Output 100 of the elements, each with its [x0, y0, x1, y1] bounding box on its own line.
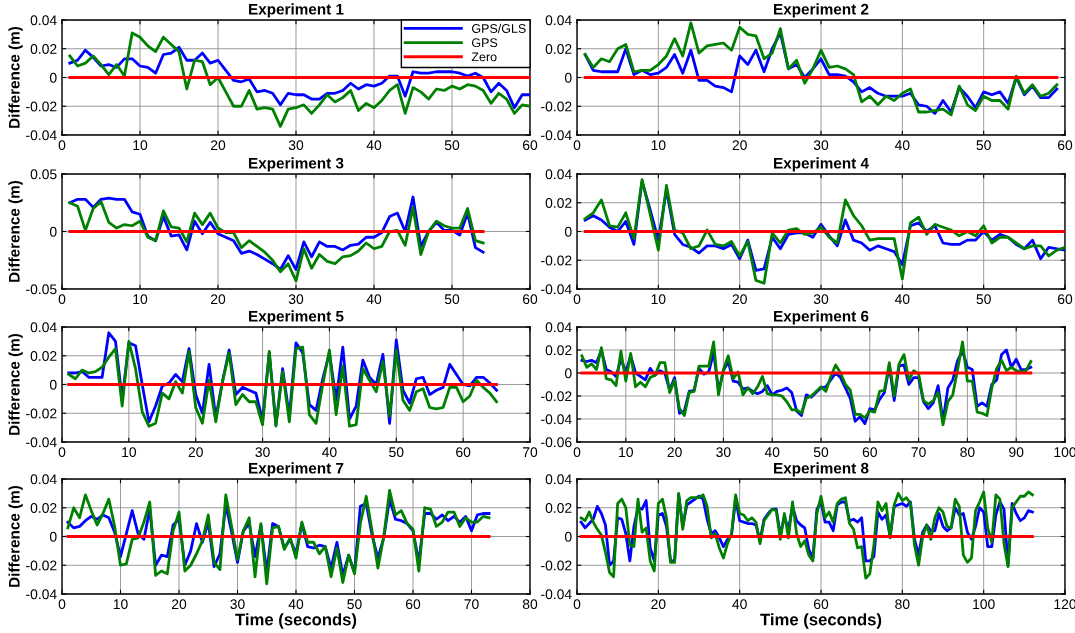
y-tick-label: -0.02 [26, 101, 57, 112]
y-tick-label: 0.04 [30, 15, 57, 26]
y-tick-label: -0.02 [26, 560, 57, 571]
x-tick-label: 90 [1009, 447, 1024, 458]
x-tick-label: 40 [366, 140, 382, 151]
y-tick-label: -0.02 [541, 101, 572, 112]
x-tick-label: 30 [255, 447, 270, 458]
x-tick-label: 0 [573, 294, 581, 305]
x-tick-label: 50 [976, 140, 991, 151]
x-tick-label: 20 [667, 447, 682, 458]
y-tick-label: 0.02 [545, 198, 572, 208]
y-tick-label: 0.02 [545, 503, 572, 513]
y-tick-label: 0 [564, 226, 572, 237]
y-tick-label: -0.04 [541, 284, 572, 295]
x-axis-title: Time (seconds) [235, 613, 357, 629]
y-tick-label: 0 [564, 72, 572, 83]
x-tick-label: 60 [862, 447, 877, 458]
y-tick-label: 0.02 [545, 345, 572, 356]
x-tick-label: 40 [894, 294, 910, 305]
x-tick-label: 40 [288, 599, 304, 610]
legend-label: Zero [471, 52, 497, 62]
x-tick-label: 60 [1057, 294, 1073, 305]
y-tick-label: 0.04 [545, 322, 572, 333]
x-tick-label: 30 [716, 447, 731, 458]
chart-title: Experiment 8 [774, 462, 869, 477]
x-tick-label: 80 [895, 599, 910, 610]
x-tick-label: 60 [813, 599, 829, 610]
y-tick-label: 0.04 [545, 15, 572, 26]
y-tick-label: -0.06 [541, 437, 572, 448]
y-tick-label: 0.02 [30, 503, 57, 513]
x-tick-label: 20 [210, 294, 226, 305]
y-tick-label: 0.05 [30, 169, 57, 180]
y-tick-label: -0.02 [541, 391, 572, 402]
x-tick-label: 10 [619, 447, 633, 458]
x-tick-label: 40 [732, 599, 747, 610]
x-tick-label: 10 [122, 447, 137, 458]
x-tick-label: 70 [464, 599, 479, 610]
y-axis-title: Difference (m) [8, 485, 23, 587]
x-tick-label: 40 [322, 447, 337, 458]
x-tick-label: 70 [522, 447, 538, 458]
y-tick-label: -0.02 [541, 255, 572, 266]
y-tick-label: 0.02 [30, 351, 57, 361]
x-tick-label: 30 [813, 140, 829, 151]
chart-title: Experiment 2 [774, 3, 869, 18]
x-tick-label: 0 [573, 599, 581, 610]
x-tick-label: 0 [58, 599, 66, 610]
x-axis-title: Time (seconds) [760, 613, 882, 629]
x-tick-label: 80 [522, 599, 538, 610]
x-tick-label: 60 [1057, 140, 1073, 151]
x-tick-label: 50 [347, 599, 362, 610]
x-tick-label: 50 [444, 140, 460, 151]
y-tick-label: -0.04 [541, 414, 572, 425]
x-tick-label: 20 [188, 447, 203, 458]
chart-title: Experiment 6 [774, 310, 869, 325]
x-tick-label: 30 [813, 294, 829, 305]
y-tick-label: -0.05 [26, 284, 57, 295]
y-tick-label: -0.02 [26, 408, 57, 419]
x-tick-label: 0 [573, 140, 581, 151]
y-tick-label: 0 [49, 379, 57, 390]
y-tick-label: 0 [49, 531, 57, 542]
x-tick-label: 20 [732, 294, 747, 305]
y-tick-label: 0.02 [545, 44, 572, 54]
x-tick-label: 20 [171, 599, 187, 610]
y-tick-label: 0 [49, 226, 57, 237]
chart-title: Experiment 4 [774, 157, 869, 172]
y-tick-label: -0.04 [26, 130, 57, 141]
x-tick-label: 40 [366, 294, 382, 305]
chart-title: Experiment 1 [249, 3, 344, 18]
x-tick-label: 40 [764, 447, 780, 458]
chart-title: Experiment 7 [249, 462, 344, 477]
y-tick-label: -0.04 [26, 437, 57, 448]
y-tick-label: 0 [564, 531, 572, 542]
x-tick-label: 50 [813, 447, 829, 458]
x-tick-label: 0 [58, 140, 66, 151]
y-tick-label: -0.04 [541, 589, 572, 600]
x-tick-label: 100 [973, 599, 995, 610]
x-tick-label: 0 [573, 447, 581, 458]
x-tick-label: 30 [230, 599, 245, 610]
x-tick-label: 30 [288, 294, 304, 305]
y-axis-title: Difference (m) [8, 26, 23, 128]
x-tick-label: 20 [210, 140, 226, 151]
y-tick-label: 0.04 [30, 474, 57, 485]
x-tick-label: 60 [522, 294, 538, 305]
y-tick-label: 0.02 [30, 44, 57, 54]
legend-label: GPS [472, 38, 498, 48]
y-axis-title: Difference (m) [8, 333, 23, 435]
x-tick-label: 30 [288, 140, 304, 151]
chart-title: Experiment 3 [249, 157, 344, 172]
legend-label: GPS/GLS [472, 23, 526, 33]
y-axis-title: Difference (m) [8, 180, 23, 282]
x-tick-label: 0 [58, 447, 66, 458]
x-tick-label: 50 [389, 447, 404, 458]
y-tick-label: -0.04 [26, 589, 57, 600]
x-tick-label: 20 [732, 140, 747, 151]
x-tick-label: 50 [976, 294, 991, 305]
y-tick-label: 0.04 [545, 169, 572, 180]
x-tick-label: 0 [58, 294, 66, 305]
chart-title: Experiment 5 [249, 310, 344, 325]
y-tick-label: 0.04 [30, 322, 57, 333]
x-tick-label: 10 [133, 140, 148, 151]
